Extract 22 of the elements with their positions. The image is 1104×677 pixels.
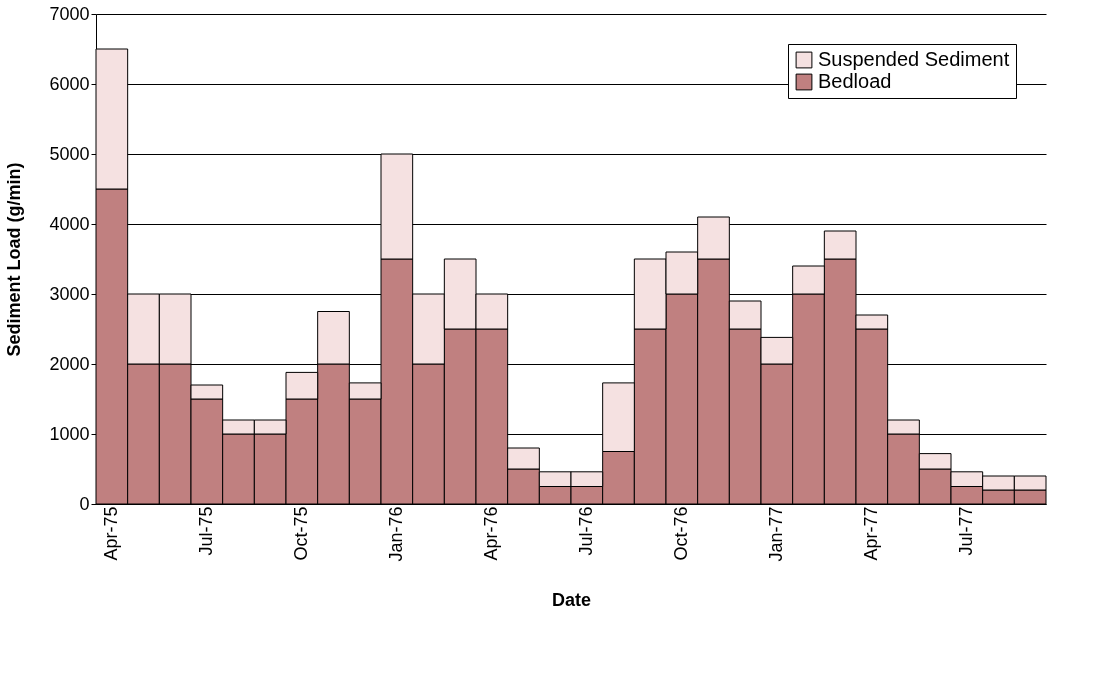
x-tick-label: Jul-75 [195,506,216,556]
y-tick-label: 6000 [49,73,90,94]
x-tick-label: Jul-76 [575,506,596,556]
x-tick-label: Oct-76 [670,506,691,561]
y-tick-label: 7000 [49,3,90,24]
y-tick-label: 1000 [49,423,90,444]
x-tick-label: Oct-75 [290,506,311,561]
x-axis-title: Date [551,589,592,610]
x-tick-label: Jan-76 [385,506,406,562]
x-tick-label: Apr-77 [860,506,881,561]
legend-label: Bedload [818,70,892,92]
x-tick-label: Jan-77 [765,506,786,562]
y-tick-label: 0 [79,493,90,514]
x-tick-label: Jul-77 [955,506,976,556]
y-tick-label: 5000 [49,143,90,164]
y-tick-label: 4000 [49,213,90,234]
y-tick-label: 2000 [49,353,90,374]
y-tick-label: 3000 [49,283,90,304]
legend-label: Suspended Sediment [818,48,1010,70]
y-axis-title: Sediment Load (g/min) [4,162,25,357]
x-tick-label: Apr-75 [100,506,121,561]
x-tick-label: Apr-76 [480,506,501,561]
